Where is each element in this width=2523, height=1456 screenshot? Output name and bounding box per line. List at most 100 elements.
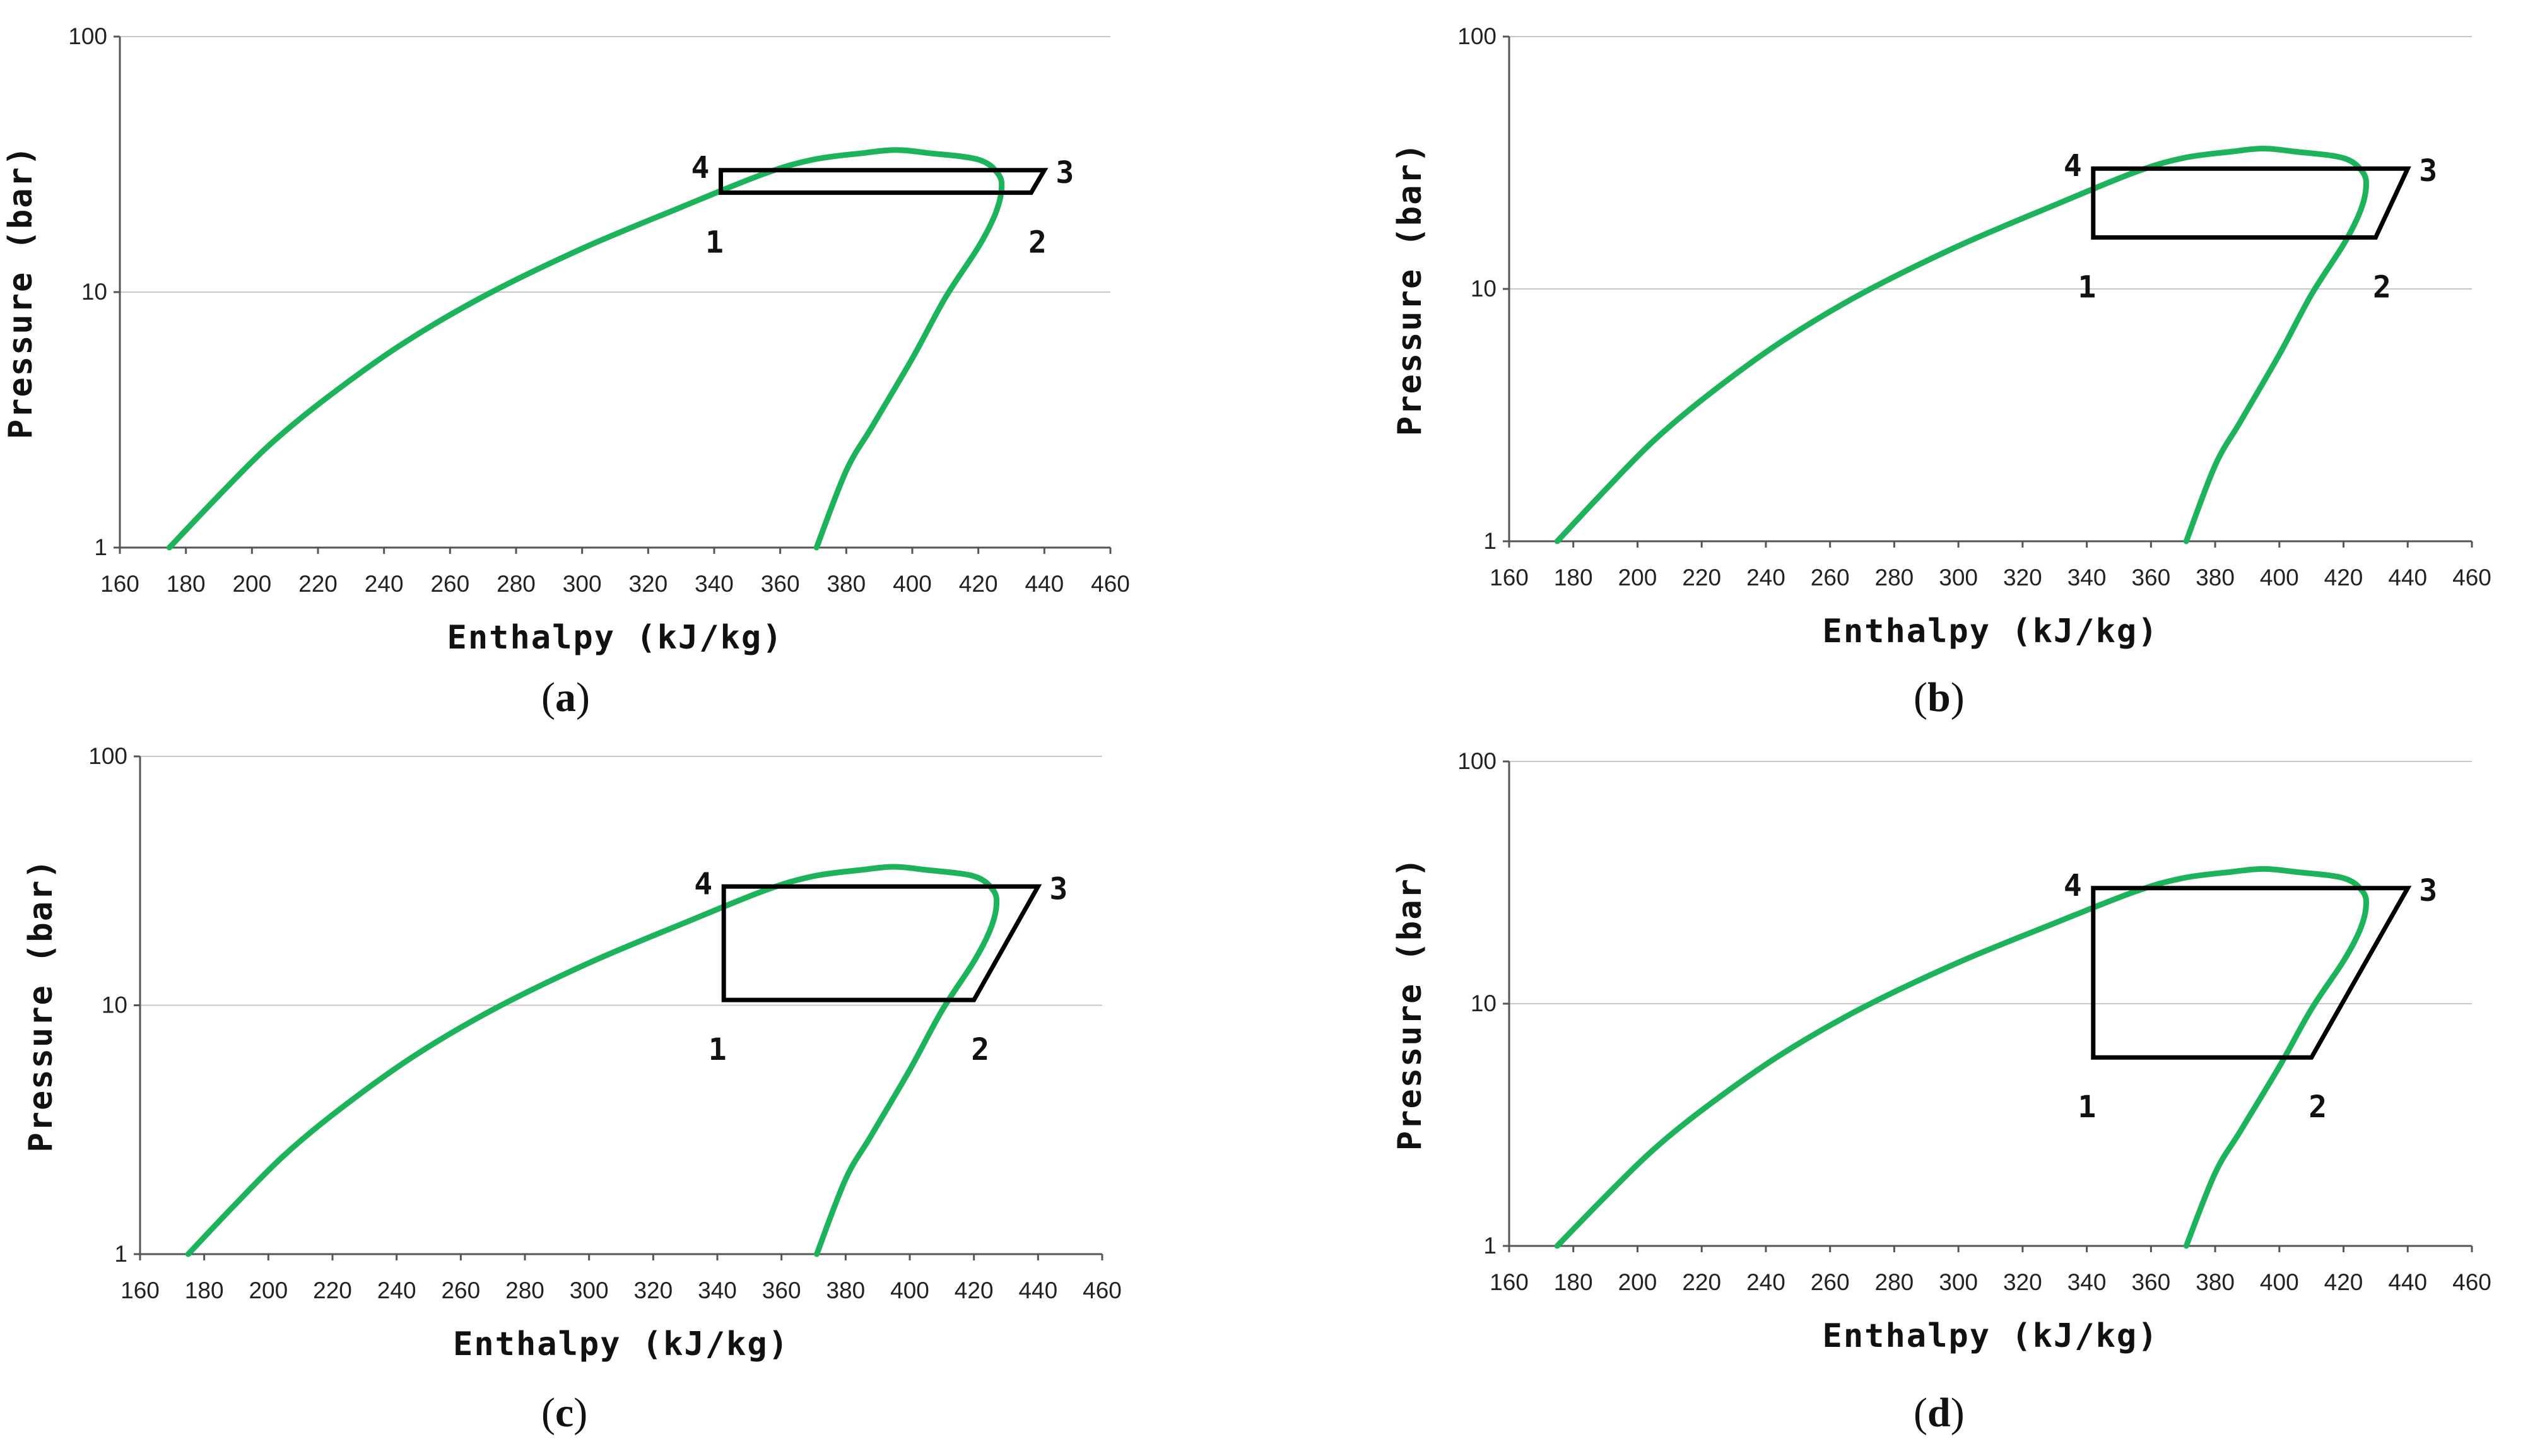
state-point-label-1: 1 xyxy=(2078,269,2096,305)
x-tick-label: 420 xyxy=(2324,565,2363,590)
x-tick-label: 400 xyxy=(890,1277,929,1303)
caption-a: (a) xyxy=(541,674,590,720)
caption-d: (d) xyxy=(1914,1390,1965,1436)
state-point-label-2: 2 xyxy=(2373,269,2391,305)
x-tick-label: 380 xyxy=(826,571,866,597)
x-tick-label: 280 xyxy=(1875,565,1914,590)
y-tick-label: 1 xyxy=(114,1241,127,1267)
x-tick-label: 460 xyxy=(1083,1277,1122,1303)
x-tick-label: 200 xyxy=(249,1277,288,1303)
ph-chart-b: 1 10 100 160 180 200 220 240 260 280 300 320 340 360 3… xyxy=(1391,23,2491,650)
x-tick-label: 380 xyxy=(2196,565,2235,590)
state-point-label-1: 1 xyxy=(709,1032,727,1067)
y-tick-label: 1 xyxy=(1483,528,1497,554)
x-tick-label: 200 xyxy=(1618,565,1657,590)
state-point-label-4: 4 xyxy=(694,866,712,901)
chart-panel-c: 1 10 100 160 180 200 220 240 260 280 300 320 340 360 3… xyxy=(0,0,1256,1388)
x-tick-label: 180 xyxy=(167,571,206,597)
state-point-label-1: 1 xyxy=(705,225,724,260)
x-tick-label: 440 xyxy=(1018,1277,1057,1303)
y-tick-label: 100 xyxy=(88,743,127,769)
x-tick-label: 340 xyxy=(698,1277,737,1303)
x-tick-label: 340 xyxy=(2067,1269,2107,1295)
x-tick-label: 200 xyxy=(232,571,271,597)
x-axis-label: Enthalpy (kJ/kg) xyxy=(453,1325,789,1363)
y-tick-label: 1 xyxy=(1483,1233,1497,1259)
x-tick-label: 340 xyxy=(695,571,734,597)
x-tick-label: 380 xyxy=(826,1277,865,1303)
x-tick-label: 300 xyxy=(1939,565,1978,590)
x-tick-label: 420 xyxy=(955,1277,994,1303)
x-tick-label: 220 xyxy=(1682,565,1721,590)
y-tick-label: 100 xyxy=(68,23,107,49)
x-axis-label: Enthalpy (kJ/kg) xyxy=(1823,613,2159,650)
x-tick-label: 220 xyxy=(1682,1269,1721,1295)
x-tick-label: 260 xyxy=(441,1277,480,1303)
x-tick-label: 160 xyxy=(100,571,139,597)
x-tick-label: 360 xyxy=(2131,1269,2170,1295)
state-point-label-4: 4 xyxy=(2064,148,2082,184)
cycle-polygon xyxy=(719,168,1049,195)
x-tick-label: 180 xyxy=(1554,1269,1593,1295)
state-point-label-3: 3 xyxy=(2419,153,2437,189)
x-tick-label: 220 xyxy=(298,571,338,597)
x-tick-label: 460 xyxy=(2452,1269,2491,1295)
x-tick-label: 240 xyxy=(1746,565,1785,590)
x-tick-label: 320 xyxy=(2003,1269,2042,1295)
x-tick-label: 240 xyxy=(377,1277,416,1303)
x-tick-label: 300 xyxy=(563,571,602,597)
x-tick-label: 260 xyxy=(1811,1269,1850,1295)
chart-panel-b: 1 10 100 160 180 200 220 240 260 280 300 320 340 360 3… xyxy=(0,0,2523,688)
state-point-label-2: 2 xyxy=(1028,225,1047,260)
state-point-label-3: 3 xyxy=(2419,873,2437,908)
x-tick-label: 320 xyxy=(628,571,668,597)
x-tick-label: 360 xyxy=(762,1277,801,1303)
chart-panel-d: 1 10 100 160 180 200 220 240 260 280 300 320 340 360 3… xyxy=(1391,748,2491,1355)
ph-chart-c: 1 10 100 160 180 200 220 240 260 280 300 320 340 360 3… xyxy=(22,743,1122,1363)
x-tick-label: 160 xyxy=(121,1277,160,1303)
y-tick-label: 10 xyxy=(1471,276,1497,302)
y-tick-label: 1 xyxy=(94,534,107,560)
chart-panel-a: 1 10 100 160 180 200 220 240 260 280 300 320 340 360 3… xyxy=(0,0,1256,688)
y-tick-label: 10 xyxy=(81,279,107,305)
ph-chart-a: 1 10 100 160 180 200 220 240 260 280 300 320 340 360 3… xyxy=(2,23,1130,657)
x-tick-label: 380 xyxy=(2196,1269,2235,1295)
x-tick-label: 460 xyxy=(2452,565,2491,590)
saturation-curve xyxy=(1554,146,2370,544)
y-axis-label: Pressure (bar) xyxy=(2,145,40,439)
x-tick-label: 420 xyxy=(959,571,998,597)
x-tick-label: 200 xyxy=(1618,1269,1657,1295)
x-tick-label: 360 xyxy=(761,571,800,597)
x-tick-label: 300 xyxy=(570,1277,609,1303)
x-tick-label: 280 xyxy=(497,571,536,597)
x-tick-label: 180 xyxy=(185,1277,224,1303)
x-tick-label: 300 xyxy=(1939,1269,1978,1295)
x-tick-label: 280 xyxy=(505,1277,544,1303)
x-tick-label: 280 xyxy=(1875,1269,1914,1295)
x-tick-label: 240 xyxy=(1746,1269,1785,1295)
x-tick-label: 240 xyxy=(365,571,404,597)
x-tick-label: 340 xyxy=(2067,565,2107,590)
x-tick-label: 320 xyxy=(2003,565,2042,590)
x-tick-label: 160 xyxy=(1490,565,1529,590)
y-axis-label: Pressure (bar) xyxy=(1391,857,1429,1151)
state-point-label-2: 2 xyxy=(2308,1089,2327,1125)
y-tick-label: 10 xyxy=(102,992,127,1018)
x-tick-label: 220 xyxy=(313,1277,352,1303)
y-tick-label: 100 xyxy=(1457,748,1497,774)
caption-b: (b) xyxy=(1914,674,1965,720)
x-tick-label: 460 xyxy=(1091,571,1130,597)
x-axis-label: Enthalpy (kJ/kg) xyxy=(1823,1317,2159,1355)
x-tick-label: 400 xyxy=(2260,565,2299,590)
saturation-curve xyxy=(1554,866,2370,1249)
state-point-label-4: 4 xyxy=(691,150,710,185)
y-tick-label: 10 xyxy=(1471,990,1497,1016)
cycle-polygon xyxy=(721,884,1042,1002)
x-tick-label: 260 xyxy=(430,571,469,597)
state-point-label-4: 4 xyxy=(2064,868,2082,903)
x-tick-label: 160 xyxy=(1490,1269,1529,1295)
state-point-label-2: 2 xyxy=(971,1032,989,1067)
x-tick-label: 180 xyxy=(1554,565,1593,590)
state-point-label-1: 1 xyxy=(2078,1089,2096,1125)
cycle-polygon xyxy=(2091,166,2411,240)
